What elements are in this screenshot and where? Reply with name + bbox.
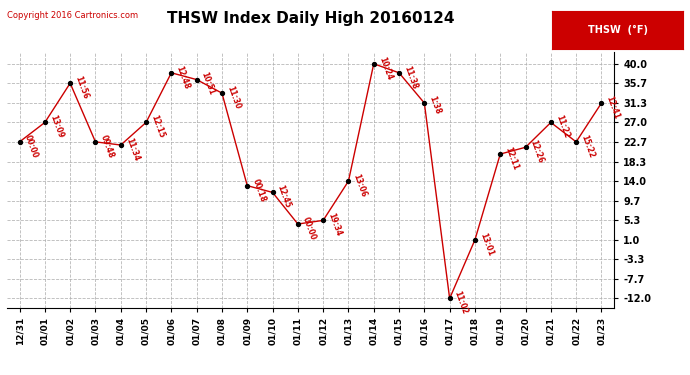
Point [241, 183, 253, 189]
Text: 00:18: 00:18 [250, 177, 267, 203]
Text: 10:24: 10:24 [377, 55, 393, 81]
Point [217, 90, 228, 96]
Text: 12:45: 12:45 [275, 184, 293, 210]
Text: 13:09: 13:09 [48, 114, 65, 140]
Point [267, 189, 278, 195]
Text: 11:22: 11:22 [554, 114, 571, 140]
Point [343, 178, 354, 184]
Point [495, 151, 506, 157]
Point [166, 70, 177, 76]
Point [317, 217, 328, 223]
Point [115, 142, 126, 148]
Point [596, 100, 607, 106]
Text: 10:51: 10:51 [199, 71, 217, 97]
Point [469, 237, 480, 243]
Point [545, 120, 556, 126]
Text: 00:00: 00:00 [301, 216, 317, 241]
Point [293, 221, 304, 227]
Text: THSW Index Daily High 20160124: THSW Index Daily High 20160124 [167, 11, 454, 26]
Text: Copyright 2016 Cartronics.com: Copyright 2016 Cartronics.com [7, 11, 138, 20]
Text: 12:41: 12:41 [604, 94, 621, 120]
Point [90, 139, 101, 145]
Point [141, 120, 152, 126]
Text: 11:38: 11:38 [402, 64, 419, 90]
Point [419, 100, 430, 106]
Text: 19:34: 19:34 [326, 212, 343, 238]
Point [39, 120, 50, 126]
Text: 11:56: 11:56 [73, 75, 90, 100]
Point [191, 76, 202, 82]
Text: 11:02: 11:02 [453, 290, 469, 316]
Text: 11:34: 11:34 [124, 136, 141, 162]
Text: 15:22: 15:22 [579, 134, 596, 159]
Text: 13:06: 13:06 [351, 172, 368, 198]
Text: 13:01: 13:01 [478, 231, 495, 257]
Text: 12:15: 12:15 [149, 114, 166, 140]
Point [444, 296, 455, 302]
Text: 11:30: 11:30 [225, 85, 241, 110]
Text: THSW  (°F): THSW (°F) [588, 25, 647, 35]
Text: 12:11: 12:11 [503, 146, 520, 171]
Point [14, 139, 25, 145]
Point [393, 70, 404, 76]
Text: 12:26: 12:26 [529, 139, 545, 165]
Point [368, 61, 380, 67]
Text: 00:00: 00:00 [23, 134, 39, 159]
Point [520, 144, 531, 150]
Text: 12:48: 12:48 [175, 64, 191, 90]
Text: 1:38: 1:38 [427, 94, 442, 116]
Text: 09:48: 09:48 [99, 134, 115, 159]
Point [65, 80, 76, 86]
Point [571, 139, 582, 145]
